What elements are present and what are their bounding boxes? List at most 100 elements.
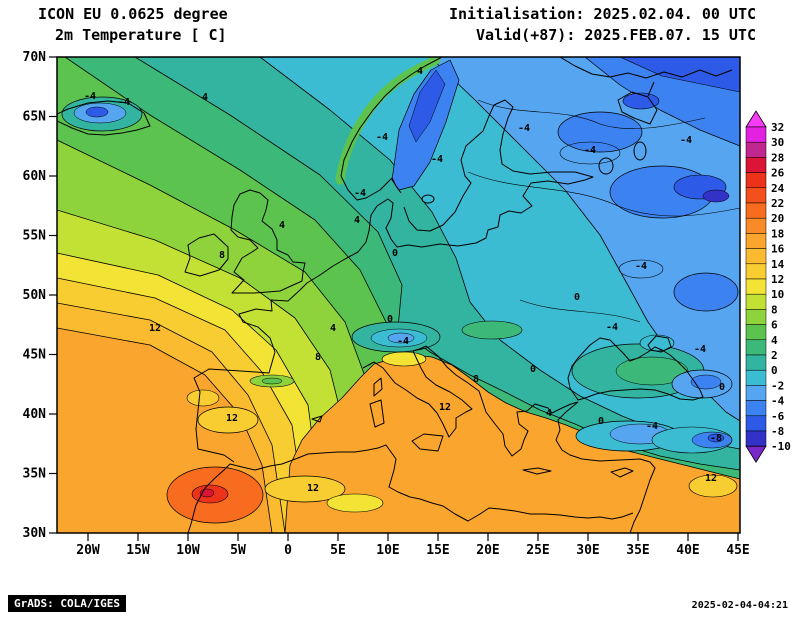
patch-alps-core: [387, 332, 415, 344]
colorbar-label: 6: [771, 319, 778, 332]
colorbar-segment: [745, 369, 767, 386]
grads-credit-badge: GrADS: COLA/IGES: [8, 595, 126, 612]
colorbar-label: 2: [771, 349, 778, 362]
coast-kola-barents: [559, 57, 733, 79]
contour-label: 4: [330, 323, 336, 334]
lake-vanern: [421, 194, 435, 204]
colorbar-label: 28: [771, 151, 784, 164]
colorbar-label: 14: [771, 258, 785, 271]
colorbar-segment: [745, 187, 767, 204]
contour-label: 4: [279, 220, 285, 231]
coast-balkans-greece: [425, 345, 579, 457]
colorbar-label: 8: [771, 303, 778, 316]
contour-label: -4: [376, 132, 388, 143]
contour-labels: -4 -4 4 4 -4 -4 -4 -4 -4 -4 4 4 8 0 -4 0 -4 12 4 0 -4 8 12 12 12…: [84, 66, 725, 494]
colorbar-label: -4: [771, 395, 785, 408]
patch-caucasus-core: [690, 374, 722, 390]
contour-label: -4: [680, 135, 692, 146]
contour-label: 0: [598, 416, 604, 427]
patch-russia-1: [557, 111, 643, 153]
lon-label: 30E: [576, 543, 599, 558]
patch-algeria-1: [264, 475, 346, 503]
coast-crete: [522, 467, 552, 475]
colorbar-segment: [745, 202, 767, 219]
colorbar-label: -6: [771, 410, 785, 423]
lat-label: 70N: [23, 50, 47, 65]
patch-east-anatolia-dark: [707, 433, 725, 443]
contour-label: 0: [530, 364, 536, 375]
lon-label: 10W: [176, 543, 200, 558]
contour-label: 12: [226, 413, 238, 424]
lat-label: 55N: [23, 229, 47, 244]
coast-ireland: [184, 233, 229, 277]
lat-label: 45N: [23, 348, 47, 363]
init-time-label: Initialisation: 2025.02.04. 00 UTC: [448, 5, 756, 23]
contour-label: -4: [431, 154, 443, 165]
coast-iceland: [57, 100, 151, 136]
colorbar-segment: [745, 354, 767, 371]
lon-label: 10E: [376, 543, 399, 558]
patch-spain-1: [197, 406, 259, 434]
patch-volga: [673, 272, 739, 312]
contour-label: -4: [635, 261, 647, 272]
lon-label: 5E: [330, 543, 346, 558]
contour-lines: [467, 99, 740, 323]
colorbar-label: 24: [771, 182, 785, 195]
coastlines: [57, 57, 733, 533]
contour-label: -4: [606, 322, 618, 333]
creation-timestamp: 2025-02-04-04:21: [691, 600, 788, 611]
lat-label: 65N: [23, 110, 47, 125]
lon-label: 35E: [626, 543, 649, 558]
patch-spain-2: [186, 389, 220, 407]
coast-mallorca: [311, 415, 323, 423]
colorbar-segment: [745, 233, 767, 249]
colorbar-segment: [745, 309, 767, 325]
patch-black-sea-core: [615, 356, 689, 386]
patch-pyrenees-core: [261, 377, 283, 385]
lon-label: 5W: [230, 543, 246, 558]
contour-label: 4: [354, 215, 360, 226]
coast-west-europe: [193, 99, 594, 463]
coast-azov: [647, 335, 672, 353]
y-axis: 70N 65N 60N 55N 50N 45N 40N 35N 30N: [23, 50, 57, 541]
model-title: ICON EU 0.0625 degree: [38, 5, 228, 23]
contour-label: -4: [354, 188, 366, 199]
lon-label: 20W: [76, 543, 100, 558]
contour-label: 12: [705, 473, 717, 484]
lat-label: 30N: [23, 526, 47, 541]
lake-onega: [633, 141, 647, 161]
contour-label: -4: [397, 336, 409, 347]
contour-label: -4: [584, 145, 596, 156]
region-mediterranean-warm: [284, 354, 740, 533]
lat-label: 35N: [23, 467, 47, 482]
lon-label: 25E: [526, 543, 549, 558]
coast-italy: [362, 345, 473, 438]
lat-label: 60N: [23, 169, 47, 184]
coast-sicily: [411, 433, 444, 452]
coast-uk: [230, 189, 306, 294]
colorbar-segment: [745, 263, 767, 280]
colorbar-segment: [745, 126, 767, 143]
colorbar-label: 4: [771, 334, 778, 347]
colorbar-segment: [745, 385, 767, 401]
coast-white-sea: [617, 91, 658, 125]
contour-label: 0: [392, 248, 398, 259]
patch-carpathians: [461, 320, 523, 340]
colorbar-segment: [745, 141, 767, 158]
colorbar-segment: [745, 248, 767, 265]
colorbar-label: 26: [771, 167, 785, 180]
coast-corsica: [373, 377, 383, 397]
contour-label: 0: [719, 382, 725, 393]
coast-turkey-levant: [555, 401, 656, 533]
colorbar-label: 16: [771, 243, 785, 256]
colorbar-segment: [745, 217, 767, 234]
colorbar-label: 18: [771, 227, 784, 240]
contour-label: 12: [149, 323, 161, 334]
coast-black-sea: [567, 337, 704, 401]
contour-label: 4: [546, 408, 552, 419]
colorbar-segment: [745, 339, 767, 356]
contour-label: -4: [84, 91, 96, 102]
coast-cyprus: [610, 467, 634, 478]
